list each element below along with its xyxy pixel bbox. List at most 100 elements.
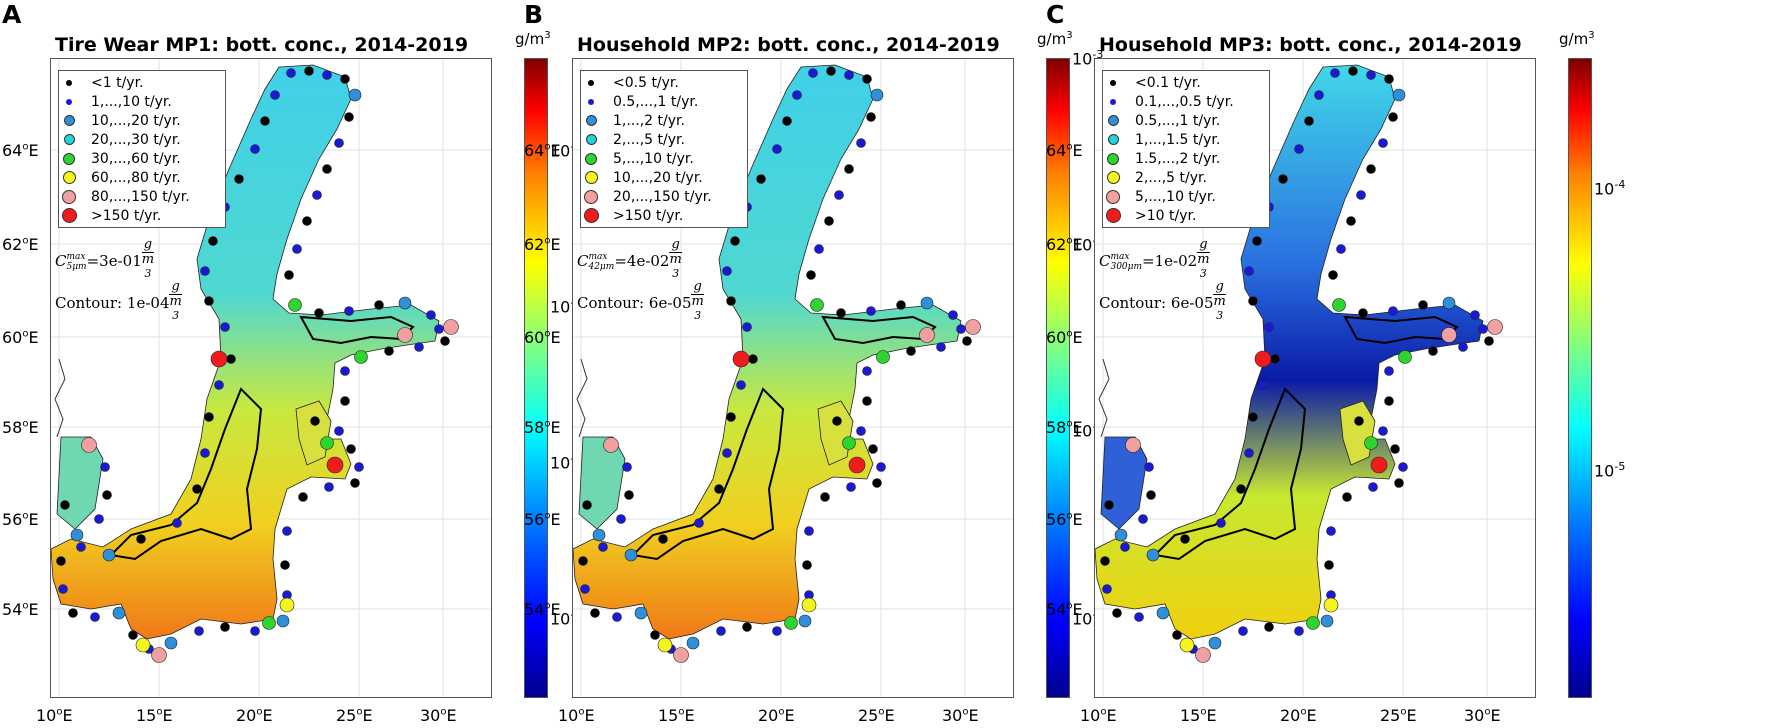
panel-title: Tire Wear MP1: bott. conc., 2014-2019 (55, 34, 469, 56)
river-load-marker (326, 456, 344, 474)
river-load-marker (1264, 622, 1274, 632)
tick-degrees: 30 (942, 706, 963, 725)
legend-marker-cell (1107, 98, 1129, 105)
legend-entry: 2,...,5 t/yr. (585, 130, 743, 149)
legend-marker-cell (63, 79, 85, 86)
river-load-marker (616, 514, 626, 524)
river-load-marker (1146, 548, 1160, 562)
tick-degrees: 25 (1380, 706, 1401, 725)
river-load-marker (1156, 606, 1170, 620)
tick-degree-sign: o (1066, 600, 1073, 612)
legend-marker-cell (1106, 189, 1129, 204)
river-load-marker (210, 350, 228, 368)
river-load-marker (1366, 70, 1376, 80)
tick-degrees: 56 (2, 510, 23, 529)
river-load-marker (876, 350, 890, 364)
legend-entry: 1,...,10 t/yr. (63, 92, 221, 111)
gulf-of-riga (817, 400, 854, 466)
tick-degree-sign: o (22, 328, 29, 340)
figure-panel-a: A Tire Wear MP1: bott. conc., 2014-2019 64… (0, 0, 590, 728)
river-load-marker (384, 346, 394, 356)
cmax-indices: max 300μm (1110, 252, 1142, 272)
contour-unit-den-base: m (1213, 294, 1226, 309)
tick-hemisphere: E (1072, 141, 1083, 160)
latitude-tick-label: 60oE (2, 328, 39, 347)
tick-hemisphere: E (1072, 328, 1083, 347)
legend-label: 0.1,...,0.5 t/yr. (1135, 93, 1234, 110)
river-load-marker (808, 68, 818, 78)
river-load-marker (1441, 327, 1457, 343)
river-load-marker (1125, 437, 1141, 453)
colorbar-tick-base: 10 (550, 609, 571, 629)
tick-hemisphere: E (362, 706, 373, 725)
river-load-marker (164, 636, 178, 650)
legend-entry: <0.1 t/yr. (1107, 73, 1265, 92)
tick-hemisphere: E (784, 706, 795, 725)
tick-hemisphere: E (446, 706, 457, 725)
river-load-marker (234, 174, 244, 184)
river-load-marker (1478, 324, 1488, 334)
river-load-marker (282, 526, 292, 536)
colorbar-unit-base: g/m (515, 30, 545, 48)
legend-marker-icon (1106, 171, 1120, 184)
legend-entry: 20,...,30 t/yr. (63, 130, 221, 149)
panel-title: Household MP2: bott. conc., 2014-2019 (577, 34, 1000, 56)
legend-label: 60,...,80 t/yr. (91, 169, 181, 186)
tick-hemisphere: E (550, 328, 561, 347)
tick-hemisphere: E (884, 706, 895, 725)
river-load-marker (250, 144, 260, 154)
tick-hemisphere: E (584, 706, 595, 725)
longitude-tick-label: 25oE (1380, 706, 1417, 725)
river-load-marker (1278, 174, 1288, 184)
contour-unit-den-base: m (169, 294, 182, 309)
latitude-tick-label: 64oE (2, 141, 39, 160)
river-load-marker (716, 626, 726, 636)
legend-marker-cell (63, 134, 85, 145)
cmax-value: =1e-02 (1142, 252, 1198, 271)
river-load-marker (1264, 322, 1274, 332)
tick-hemisphere: E (1072, 235, 1083, 254)
river-load-marker (324, 482, 334, 492)
latitude-tick-label: 60oE (1046, 328, 1083, 347)
river-load-marker (262, 616, 276, 630)
river-load-marker (350, 478, 360, 488)
river-load-marker (1320, 614, 1334, 628)
legend-label: <1 t/yr. (91, 74, 144, 91)
legend-marker-cell (585, 98, 607, 105)
tick-hemisphere: E (162, 706, 173, 725)
river-load-marker (1180, 534, 1190, 544)
river-load-marker (756, 174, 766, 184)
tick-degree-sign: o (1484, 706, 1491, 718)
tick-degrees: 25 (858, 706, 879, 725)
river-load-marker (1342, 492, 1352, 502)
river-load-marker (658, 534, 668, 544)
tick-hemisphere: E (1072, 510, 1083, 529)
tick-degrees: 60 (2, 328, 23, 347)
river-load-marker (1208, 636, 1222, 650)
tick-hemisphere: E (28, 418, 39, 437)
latitude-tick-label: 58oE (524, 418, 561, 437)
river-load-marker (866, 306, 876, 316)
latitude-tick-label: 54oE (524, 600, 561, 619)
legend-label: 5,...,10 t/yr. (1135, 188, 1216, 205)
legend-label: 2,...,5 t/yr. (1135, 169, 1207, 186)
cmax-unit-den-exp: 3 (672, 267, 680, 280)
river-load-marker (844, 164, 854, 174)
tick-degrees: 30 (1464, 706, 1485, 725)
river-load-marker (1366, 164, 1376, 174)
cmax-sub: 300μm (1110, 262, 1143, 273)
tick-degrees: 10 (1080, 706, 1101, 725)
latitude-tick-label: 58oE (2, 418, 39, 437)
sea-concentration-field (573, 64, 962, 640)
legend-entry: 20,...,150 t/yr. (584, 187, 743, 206)
legend-label: 20,...,150 t/yr. (613, 188, 712, 205)
contour-line (108, 387, 263, 561)
river-load-marker (1328, 270, 1338, 280)
river-load-marker (414, 342, 424, 352)
colorbar-unit: g/m3 (1037, 30, 1073, 48)
river-load-marker (1470, 310, 1480, 320)
tick-degrees: 30 (420, 706, 441, 725)
colorbar-unit: g/m3 (515, 30, 551, 48)
cmax-letter: C (1099, 252, 1111, 271)
river-load-marker (1384, 74, 1394, 84)
